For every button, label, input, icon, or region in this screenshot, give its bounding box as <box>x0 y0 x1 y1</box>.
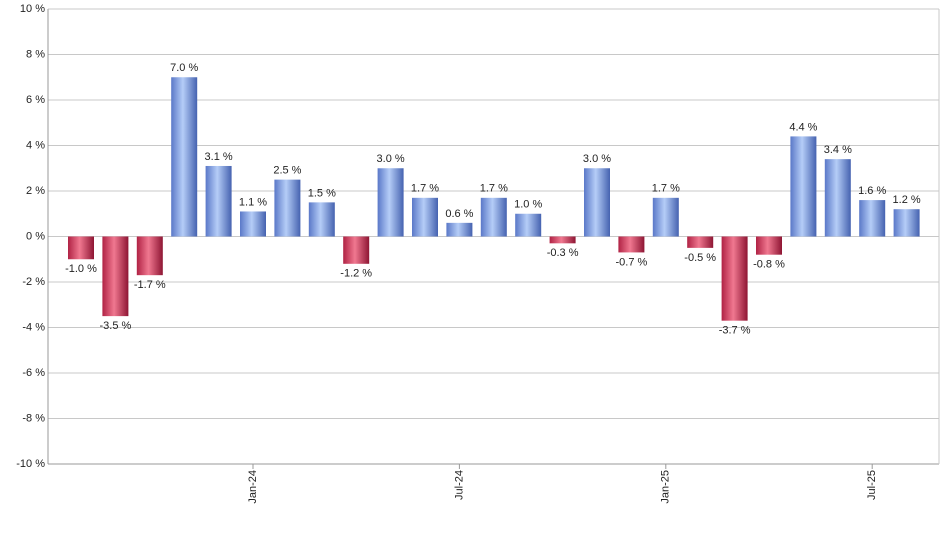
bar <box>618 236 645 253</box>
data-label: 1.5 % <box>308 187 336 199</box>
bar <box>859 200 886 237</box>
bar <box>136 236 163 276</box>
data-label: 3.0 % <box>583 153 611 165</box>
y-tick-label: -6 % <box>22 367 45 379</box>
bar <box>377 168 404 237</box>
y-tick-label: 10 % <box>20 3 45 15</box>
bar <box>171 77 198 237</box>
data-label: 3.0 % <box>377 153 405 165</box>
y-tick-label: -8 % <box>22 412 45 424</box>
y-tick-label: 6 % <box>26 94 45 106</box>
bar <box>756 236 782 255</box>
data-label: 7.0 % <box>170 62 198 74</box>
bar <box>102 236 129 317</box>
bar <box>721 236 748 321</box>
data-label: -3.5 % <box>100 320 132 332</box>
x-tick-label: Jul-25 <box>866 470 878 500</box>
y-tick-label: -10 % <box>16 458 45 470</box>
y-tick-label: 2 % <box>26 185 45 197</box>
bar <box>240 211 266 237</box>
bar <box>205 165 232 237</box>
data-label: -1.2 % <box>340 268 372 280</box>
data-label: 4.4 % <box>789 121 817 133</box>
x-tick-label: Jul-24 <box>453 470 465 500</box>
bar <box>274 179 301 237</box>
data-label: 2.5 % <box>273 165 301 177</box>
y-tick-label: 0 % <box>26 230 45 242</box>
bar <box>515 213 542 237</box>
bar <box>68 236 94 260</box>
data-label: -1.7 % <box>134 279 166 291</box>
data-label: -0.5 % <box>684 252 716 264</box>
bar <box>893 209 920 237</box>
y-tick-label: -4 % <box>22 321 45 333</box>
bar <box>549 236 576 244</box>
y-tick-label: -2 % <box>22 276 45 288</box>
bar <box>480 197 507 237</box>
data-label: -0.8 % <box>753 259 785 271</box>
data-label: 1.2 % <box>893 194 921 206</box>
y-tick-label: 8 % <box>26 48 45 60</box>
data-label: 3.4 % <box>824 144 852 156</box>
data-label: 1.1 % <box>239 196 267 208</box>
data-label: 1.0 % <box>514 199 542 211</box>
y-tick-label: 4 % <box>26 139 45 151</box>
data-label: 1.7 % <box>411 183 439 195</box>
bar <box>343 236 370 264</box>
bar <box>790 136 817 237</box>
data-label: 1.7 % <box>652 183 680 195</box>
data-label: -0.7 % <box>616 256 648 268</box>
data-label: 0.6 % <box>445 208 473 220</box>
bar <box>584 168 610 237</box>
bar <box>412 197 438 237</box>
x-tick-label: Jan-24 <box>247 470 259 504</box>
bar <box>308 202 335 237</box>
bar <box>824 159 851 237</box>
x-tick-label: Jan-25 <box>660 470 672 504</box>
data-label: -0.3 % <box>547 247 579 259</box>
data-label: 3.1 % <box>205 151 233 163</box>
bar <box>687 236 714 248</box>
data-label: 1.6 % <box>858 185 886 197</box>
data-label: -1.0 % <box>65 263 97 275</box>
bar <box>446 222 473 237</box>
bar <box>652 197 679 237</box>
data-label: 1.7 % <box>480 183 508 195</box>
data-label: -3.7 % <box>719 325 751 337</box>
